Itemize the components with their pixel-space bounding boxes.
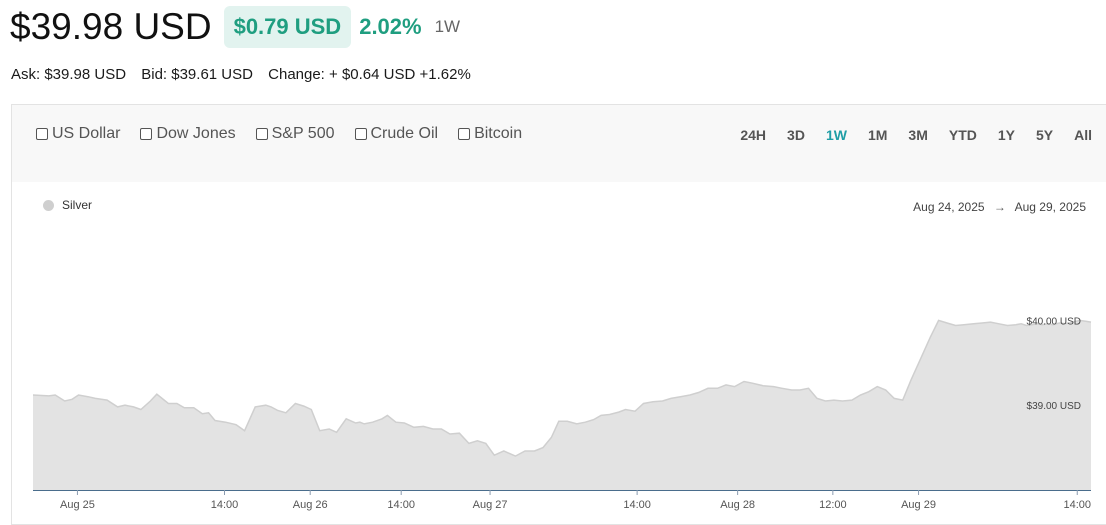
date-range: Aug 24, 2025 → Aug 29, 2025 xyxy=(913,200,1086,214)
ask-price: Ask: $39.98 USD xyxy=(11,66,127,83)
range-3d[interactable]: 3D xyxy=(787,127,805,143)
price-chart[interactable]: $40.00 USD $39.00 USD Aug 25 14:00 Aug 26 14:… xyxy=(12,105,1106,525)
compare-bitcoin[interactable]: Bitcoin xyxy=(458,125,522,143)
x-axis-label: 14:00 xyxy=(1063,499,1091,511)
x-axis-label: 12:00 xyxy=(819,499,847,511)
compare-label: Bitcoin xyxy=(474,125,523,142)
range-selector: 24H 3D 1W 1M 3M YTD 1Y 5Y All xyxy=(719,127,1092,143)
x-axis-label: 14:00 xyxy=(623,499,651,511)
x-axis-label: Aug 25 xyxy=(60,499,95,511)
legend-dot-icon xyxy=(43,199,54,211)
x-axis-label: Aug 28 xyxy=(720,499,755,511)
compare-sp-500[interactable]: S&P 500 xyxy=(255,125,335,143)
y-axis-label: $39.00 USD xyxy=(1027,401,1081,412)
checkbox-icon[interactable] xyxy=(458,128,471,140)
legend-label: Silver xyxy=(62,198,93,212)
x-axis-label: Aug 29 xyxy=(901,499,936,511)
range-24h[interactable]: 24H xyxy=(740,127,767,143)
range-3m[interactable]: 3M xyxy=(908,127,928,143)
quote-line: Ask: $39.98 USD Bid: $39.61 USD Change: … xyxy=(11,66,482,83)
compare-dow-jones[interactable]: Dow Jones xyxy=(140,125,236,143)
change-summary: Change: + $0.64 USD +1.62% xyxy=(268,66,471,83)
arrow-right-icon: → xyxy=(993,200,1006,214)
compare-label: Crude Oil xyxy=(370,125,439,142)
range-1m[interactable]: 1M xyxy=(867,127,888,143)
change-percent: 2.02% xyxy=(359,14,422,39)
price-header: $39.98 USD $0.79 USD 2.02% 1W xyxy=(10,5,460,49)
compare-label: Dow Jones xyxy=(156,125,236,142)
compare-crude-oil[interactable]: Crude Oil xyxy=(354,125,439,143)
range-1y[interactable]: 1Y xyxy=(997,127,1015,143)
chart-legend[interactable]: Silver xyxy=(43,198,92,212)
compare-checkboxes: US Dollar Dow Jones S&P 500 Crude Oil Bi… xyxy=(36,125,542,143)
date-from: Aug 24, 2025 xyxy=(913,200,985,214)
chart-toolbar: US Dollar Dow Jones S&P 500 Crude Oil Bi… xyxy=(12,105,1106,182)
y-axis-label: $40.00 USD xyxy=(1027,316,1081,327)
compare-us-dollar[interactable]: US Dollar xyxy=(36,125,120,143)
x-axis-label: Aug 26 xyxy=(293,499,328,511)
checkbox-icon[interactable] xyxy=(36,128,48,140)
range-tag: 1W xyxy=(434,17,461,36)
x-axis-label: Aug 27 xyxy=(473,499,508,511)
range-ytd[interactable]: YTD xyxy=(948,127,977,143)
price-line xyxy=(32,319,1092,457)
x-axis-label: 14:00 xyxy=(387,499,415,511)
checkbox-icon[interactable] xyxy=(140,128,153,140)
compare-label: US Dollar xyxy=(52,125,121,142)
bid-price: Bid: $39.61 USD xyxy=(141,66,253,83)
price-area xyxy=(33,320,1091,490)
checkbox-icon[interactable] xyxy=(255,128,268,140)
chart-panel: US Dollar Dow Jones S&P 500 Crude Oil Bi… xyxy=(11,104,1106,525)
compare-label: S&P 500 xyxy=(271,125,335,142)
range-1w[interactable]: 1W xyxy=(825,127,847,143)
checkbox-icon[interactable] xyxy=(354,128,367,140)
x-axis-label: 14:00 xyxy=(211,499,239,511)
date-to: Aug 29, 2025 xyxy=(1014,200,1086,214)
range-all[interactable]: All xyxy=(1074,127,1092,143)
current-price: $39.98 USD xyxy=(10,6,212,47)
change-value-badge: $0.79 USD xyxy=(223,6,352,48)
range-5y[interactable]: 5Y xyxy=(1035,127,1054,143)
